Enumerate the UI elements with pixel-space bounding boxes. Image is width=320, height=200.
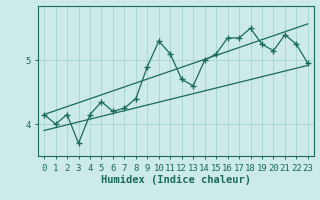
X-axis label: Humidex (Indice chaleur): Humidex (Indice chaleur): [101, 175, 251, 185]
